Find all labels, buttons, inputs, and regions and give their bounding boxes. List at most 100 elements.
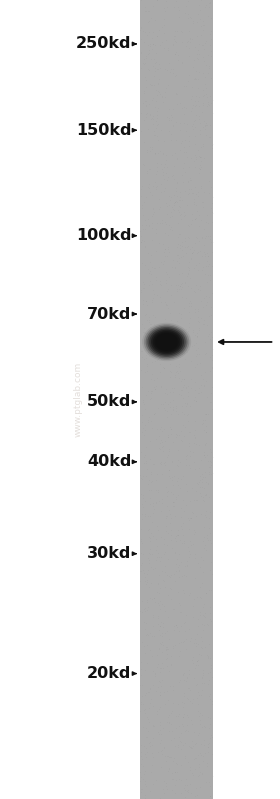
Point	[161, 288, 166, 301]
Point	[167, 219, 171, 232]
Point	[182, 430, 186, 443]
Point	[183, 634, 188, 647]
Point	[167, 313, 172, 326]
Point	[176, 459, 180, 472]
Point	[139, 690, 144, 702]
Point	[186, 144, 190, 157]
Point	[155, 693, 160, 706]
Point	[169, 646, 174, 659]
Point	[183, 2, 187, 14]
Point	[151, 327, 155, 340]
Point	[210, 559, 214, 571]
Point	[205, 359, 209, 372]
Point	[148, 682, 153, 695]
Point	[145, 326, 150, 339]
Point	[153, 38, 157, 50]
Point	[162, 567, 167, 580]
Point	[202, 71, 207, 84]
Point	[139, 199, 144, 212]
Point	[194, 357, 199, 370]
Point	[193, 578, 198, 590]
Point	[163, 780, 168, 793]
Point	[153, 223, 158, 236]
Point	[174, 370, 178, 383]
Point	[203, 596, 207, 609]
Point	[175, 475, 179, 487]
Point	[145, 594, 150, 606]
Point	[140, 70, 145, 82]
Point	[173, 539, 177, 552]
Point	[197, 244, 201, 257]
Point	[157, 586, 161, 599]
Point	[206, 651, 210, 664]
Point	[163, 749, 167, 762]
Point	[199, 769, 203, 782]
Point	[145, 657, 150, 670]
Point	[150, 153, 155, 165]
Point	[145, 463, 150, 475]
Point	[207, 712, 212, 725]
Point	[203, 123, 207, 136]
Point	[167, 763, 171, 776]
Point	[183, 318, 188, 331]
Point	[167, 455, 171, 467]
Point	[184, 478, 189, 491]
Point	[202, 605, 207, 618]
Point	[167, 215, 172, 228]
Point	[177, 730, 181, 743]
Point	[139, 749, 144, 762]
Point	[191, 463, 195, 475]
Point	[146, 568, 151, 581]
Point	[164, 443, 169, 456]
Point	[142, 721, 147, 734]
Point	[146, 557, 151, 570]
Point	[195, 102, 200, 115]
Point	[182, 100, 187, 113]
Point	[160, 424, 164, 437]
Point	[155, 0, 160, 6]
Point	[150, 94, 154, 107]
Point	[167, 463, 171, 476]
Point	[142, 316, 147, 329]
Point	[157, 740, 162, 753]
Point	[200, 232, 205, 244]
Point	[207, 498, 212, 511]
Point	[166, 752, 171, 765]
Point	[156, 597, 160, 610]
Point	[167, 722, 171, 735]
Point	[191, 252, 196, 265]
Point	[141, 459, 145, 471]
Point	[151, 500, 155, 513]
Point	[169, 473, 174, 486]
Point	[195, 686, 200, 698]
Point	[144, 437, 149, 450]
Point	[149, 576, 153, 589]
Point	[141, 14, 146, 26]
Point	[174, 35, 178, 48]
Point	[144, 74, 148, 86]
Point	[182, 407, 186, 420]
Point	[174, 431, 179, 443]
Point	[204, 560, 208, 573]
Point	[208, 184, 212, 197]
Point	[162, 457, 167, 470]
Point	[181, 710, 185, 723]
Point	[200, 417, 205, 430]
Point	[154, 685, 158, 698]
Point	[190, 186, 195, 199]
Point	[153, 183, 158, 196]
Point	[186, 132, 190, 145]
Point	[149, 372, 153, 385]
Point	[156, 177, 161, 190]
Point	[157, 650, 162, 662]
Point	[139, 232, 144, 244]
Point	[201, 733, 206, 745]
Point	[203, 586, 208, 599]
Point	[181, 71, 185, 84]
Point	[209, 97, 214, 109]
Point	[198, 123, 202, 136]
Point	[188, 34, 193, 47]
Point	[158, 700, 162, 713]
Point	[143, 278, 147, 291]
Point	[179, 675, 183, 688]
